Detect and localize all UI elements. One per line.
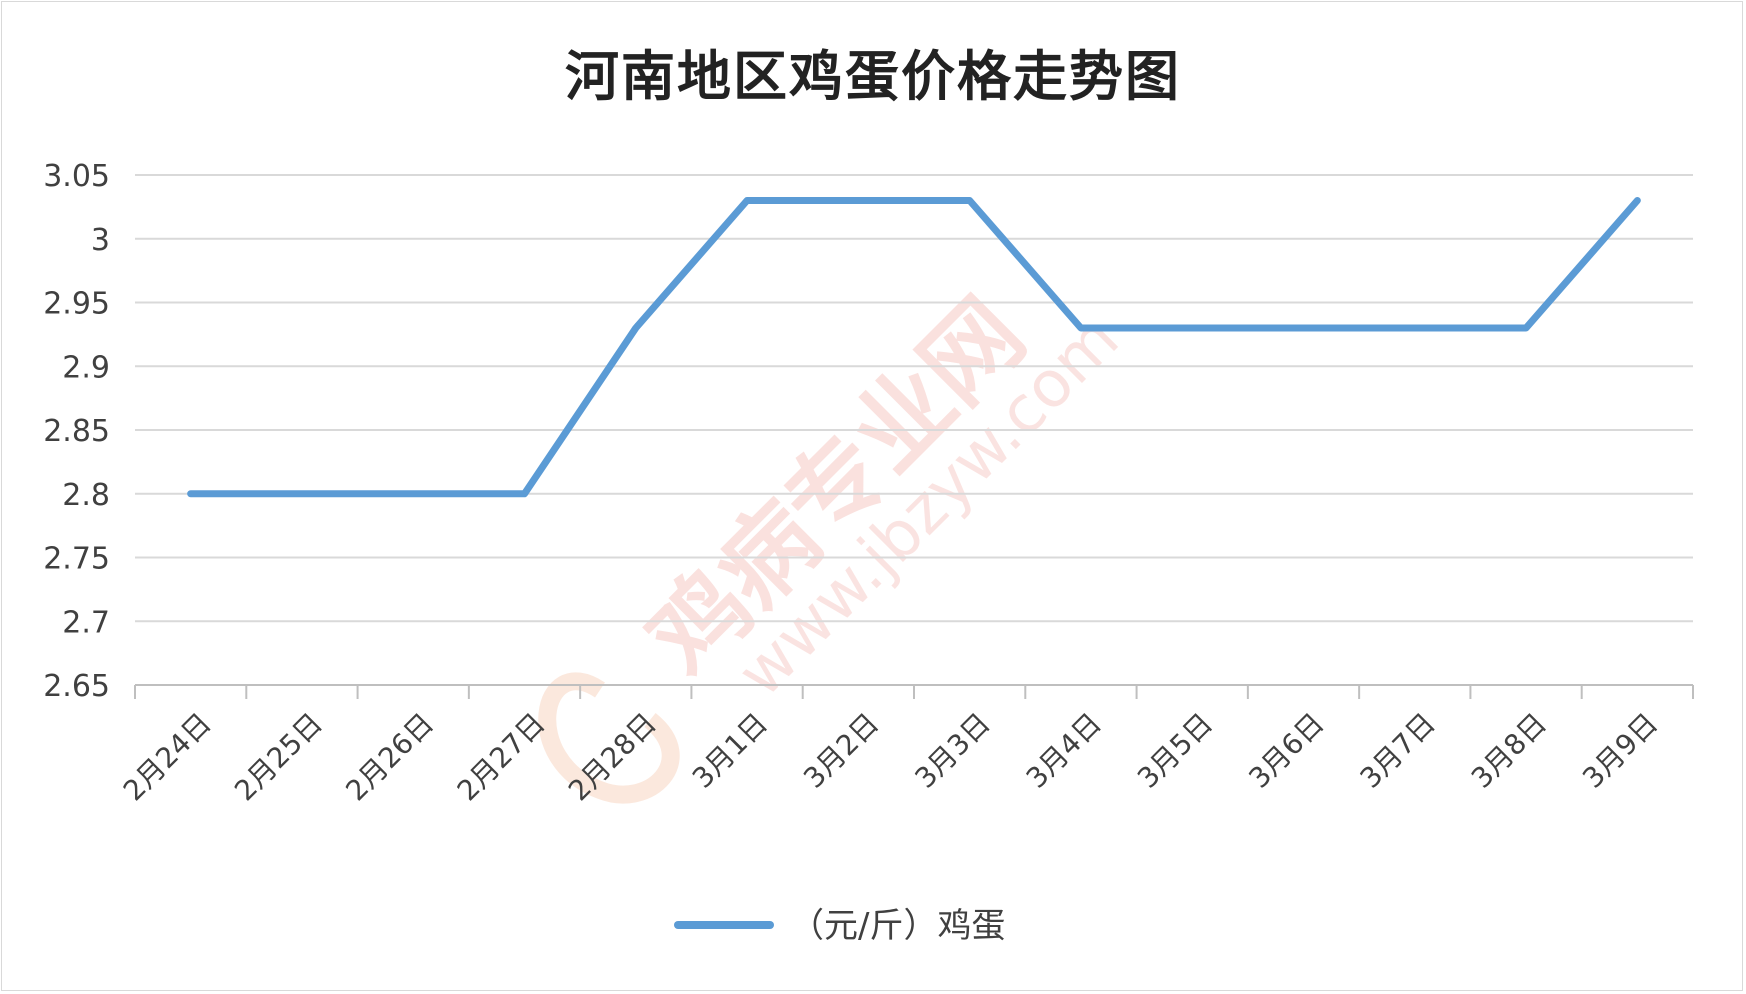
legend-label: （元/斤）鸡蛋	[790, 906, 1005, 946]
x-tick-label: 3月1日	[686, 707, 774, 795]
series-layer	[187, 197, 1641, 498]
chart-title: 河南地区鸡蛋价格走势图	[565, 44, 1181, 108]
y-tick-label: 2.9	[62, 350, 110, 385]
x-tick-label: 3月2日	[797, 707, 885, 795]
x-tick-label: 3月7日	[1354, 707, 1442, 795]
y-axis-ticks: 2.65 2.7 2.75 2.8 2.85 2.9 2.95 3 3.05	[43, 159, 110, 704]
x-tick-label: 3月8日	[1465, 707, 1553, 795]
x-axis: 2月24日 2月25日 2月26日 2月27日 2月28日 3月1日 3月2日 3月3日 3月4…	[117, 684, 1694, 808]
x-tick-label: 3月3日	[908, 707, 996, 795]
y-tick-label: 2.7	[62, 605, 110, 640]
x-tick-label: 3月6日	[1242, 707, 1330, 795]
y-tick-label: 2.95	[43, 287, 110, 322]
series-line	[187, 197, 1641, 498]
x-tick-label: 3月9日	[1576, 707, 1664, 795]
x-tick-label: 2月26日	[339, 707, 440, 808]
y-tick-label: 3	[91, 223, 110, 258]
y-tick-label: 2.75	[43, 542, 110, 577]
x-tick-label: 2月25日	[228, 707, 329, 808]
x-tick-label: 2月24日	[117, 707, 218, 808]
x-tick-label: 2月27日	[451, 707, 552, 808]
y-tick-label: 2.85	[43, 414, 110, 449]
x-tick-label: 3月4日	[1020, 707, 1108, 795]
legend: （元/斤）鸡蛋	[674, 906, 1005, 946]
watermark-logo-icon	[538, 672, 680, 804]
y-tick-label: 2.65	[43, 669, 110, 704]
y-tick-label: 2.8	[62, 478, 110, 513]
y-tick-label: 3.05	[43, 159, 110, 194]
x-tick-label: 3月5日	[1131, 707, 1219, 795]
